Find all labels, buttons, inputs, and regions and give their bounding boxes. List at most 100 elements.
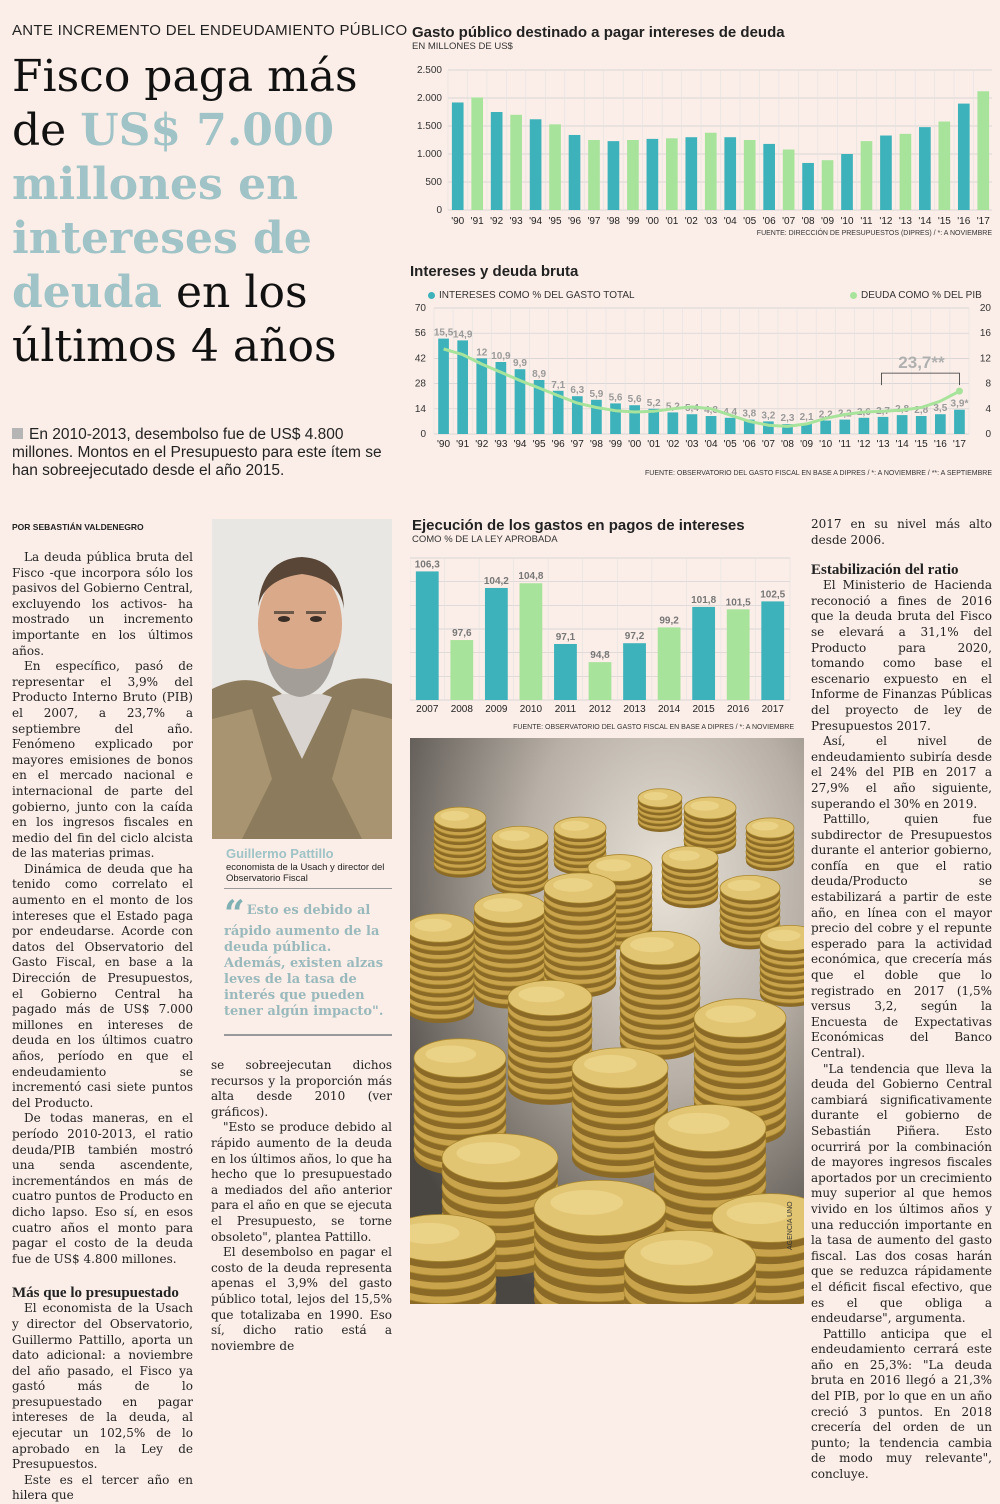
x-tick-label: '15 bbox=[938, 216, 951, 227]
x-tick-label: '11 bbox=[860, 216, 873, 227]
data-label: 5,2 bbox=[666, 401, 680, 412]
bar bbox=[692, 606, 716, 700]
x-tick-label: '96 bbox=[568, 216, 581, 227]
x-tick-label: '03 bbox=[685, 439, 698, 450]
data-label: 5,6 bbox=[628, 394, 642, 405]
y-tick-label: 2.500 bbox=[417, 65, 442, 76]
x-tick-label: '16 bbox=[957, 216, 970, 227]
x-tick-label: 2014 bbox=[658, 704, 681, 715]
coin-highlight bbox=[630, 937, 674, 953]
headline-line-5: deuda en los bbox=[12, 267, 308, 318]
portrait-photo bbox=[212, 519, 392, 839]
bar bbox=[954, 409, 965, 434]
data-label: 104,2 bbox=[484, 576, 509, 587]
data-label: 3,2 bbox=[761, 410, 775, 421]
bar bbox=[782, 424, 793, 434]
data-label: 5,4 bbox=[685, 403, 699, 414]
x-tick-label: '06 bbox=[743, 439, 756, 450]
legend-green-dot-icon bbox=[850, 291, 857, 299]
x-tick-label: 2011 bbox=[555, 704, 577, 715]
x-tick-label: 2017 bbox=[762, 704, 785, 715]
x-tick-label: '95 bbox=[549, 216, 562, 227]
bar bbox=[450, 640, 474, 700]
x-tick-label: '15 bbox=[915, 439, 928, 450]
coin-highlight bbox=[440, 810, 470, 821]
paragraph: se sobreejecutan dichos recursos y la pr… bbox=[211, 1058, 392, 1119]
data-label: 4,4 bbox=[723, 407, 737, 418]
bar bbox=[549, 124, 561, 210]
bar bbox=[686, 414, 698, 434]
paragraph: "La tendencia que lleva la deuda del Gob… bbox=[811, 1061, 992, 1326]
paragraph: Este es el tercer año en hilera que bbox=[12, 1472, 193, 1503]
x-tick-label: '11 bbox=[839, 439, 852, 450]
chart2-source: FUENTE: OBSERVATORIO DEL GASTO FISCAL EN… bbox=[645, 470, 992, 477]
coin-highlight bbox=[669, 850, 700, 861]
bar bbox=[938, 121, 951, 210]
y-left-tick-label: 0 bbox=[420, 429, 426, 440]
bar bbox=[821, 160, 834, 210]
bar bbox=[685, 137, 698, 210]
x-tick-label: 2007 bbox=[416, 704, 439, 715]
quote-mark-icon: “ bbox=[224, 893, 245, 935]
coin-highlight bbox=[414, 918, 452, 932]
data-label: 2,8 bbox=[914, 405, 928, 416]
x-tick-label: '98 bbox=[607, 216, 620, 227]
y-right-tick-label: 12 bbox=[980, 353, 992, 364]
headline-line-1: Fisco paga más bbox=[12, 51, 358, 102]
x-tick-label: '10 bbox=[819, 439, 832, 450]
x-tick-label: '08 bbox=[781, 439, 794, 450]
x-tick-label: '99 bbox=[626, 216, 639, 227]
bar bbox=[957, 103, 970, 210]
paragraph: El Ministerio de Hacienda reconoció a fi… bbox=[811, 578, 992, 733]
x-tick-label: '92 bbox=[475, 439, 488, 450]
subhead-mas-que-lo-presupuestado: Más que lo presupuestado bbox=[12, 1285, 179, 1302]
bar bbox=[568, 134, 581, 210]
x-tick-label: '01 bbox=[665, 216, 678, 227]
bar bbox=[801, 423, 812, 434]
bar bbox=[858, 417, 870, 434]
bar bbox=[820, 420, 832, 434]
data-label: 3,9* bbox=[951, 399, 969, 410]
coin-highlight bbox=[643, 791, 668, 801]
x-tick-label: '99 bbox=[609, 439, 622, 450]
data-label: 97,6 bbox=[452, 628, 472, 639]
paragraph: Pattillo anticipa que el endeudamiento c… bbox=[811, 1326, 992, 1482]
data-label: 3,8 bbox=[742, 409, 756, 420]
article-column-1: La deuda pública bruta del Fisco -que in… bbox=[12, 550, 193, 1504]
data-label: 5,9 bbox=[589, 389, 603, 400]
y-tick-label: 500 bbox=[425, 177, 442, 188]
paragraph: El desembolso en pagar el costo de la de… bbox=[211, 1245, 392, 1353]
coin-highlight bbox=[705, 1005, 757, 1023]
data-label: 8,9 bbox=[532, 369, 546, 380]
x-tick-label: '04 bbox=[724, 216, 737, 227]
coin-highlight bbox=[410, 1222, 460, 1244]
chart2-legend-debt: DEUDA COMO % DEL PIB bbox=[850, 290, 982, 301]
chart3-source: FUENTE: OBSERVATORIO DEL GASTO FISCAL EN… bbox=[513, 724, 794, 731]
data-label: 97,2 bbox=[625, 631, 645, 642]
paragraph: "Esto se produce debido al rápido aument… bbox=[211, 1120, 392, 1244]
data-label: 7,1 bbox=[551, 380, 565, 391]
bar bbox=[610, 403, 621, 434]
bar bbox=[726, 609, 750, 700]
bar bbox=[724, 137, 737, 210]
y-left-tick-label: 56 bbox=[415, 328, 427, 339]
bar bbox=[623, 643, 646, 700]
data-label: 102,5 bbox=[760, 589, 785, 600]
x-tick-label: 2009 bbox=[485, 704, 508, 715]
x-tick-label: '01 bbox=[647, 439, 660, 450]
bar bbox=[646, 138, 659, 210]
data-label: 9,9 bbox=[513, 358, 527, 369]
x-tick-label: '02 bbox=[666, 439, 679, 450]
bar bbox=[724, 417, 736, 434]
bar bbox=[743, 419, 755, 434]
legend-teal-dot-icon bbox=[428, 291, 435, 299]
bar bbox=[763, 143, 775, 210]
data-label: 2,2 bbox=[819, 410, 833, 421]
bar bbox=[571, 396, 583, 434]
x-tick-label: '17 bbox=[953, 439, 966, 450]
x-tick-label: '07 bbox=[782, 216, 795, 227]
chart2-title: Intereses y deuda bruta bbox=[410, 263, 579, 280]
x-tick-label: '94 bbox=[513, 439, 526, 450]
bar bbox=[743, 140, 756, 210]
data-label: 94,8 bbox=[590, 650, 610, 661]
